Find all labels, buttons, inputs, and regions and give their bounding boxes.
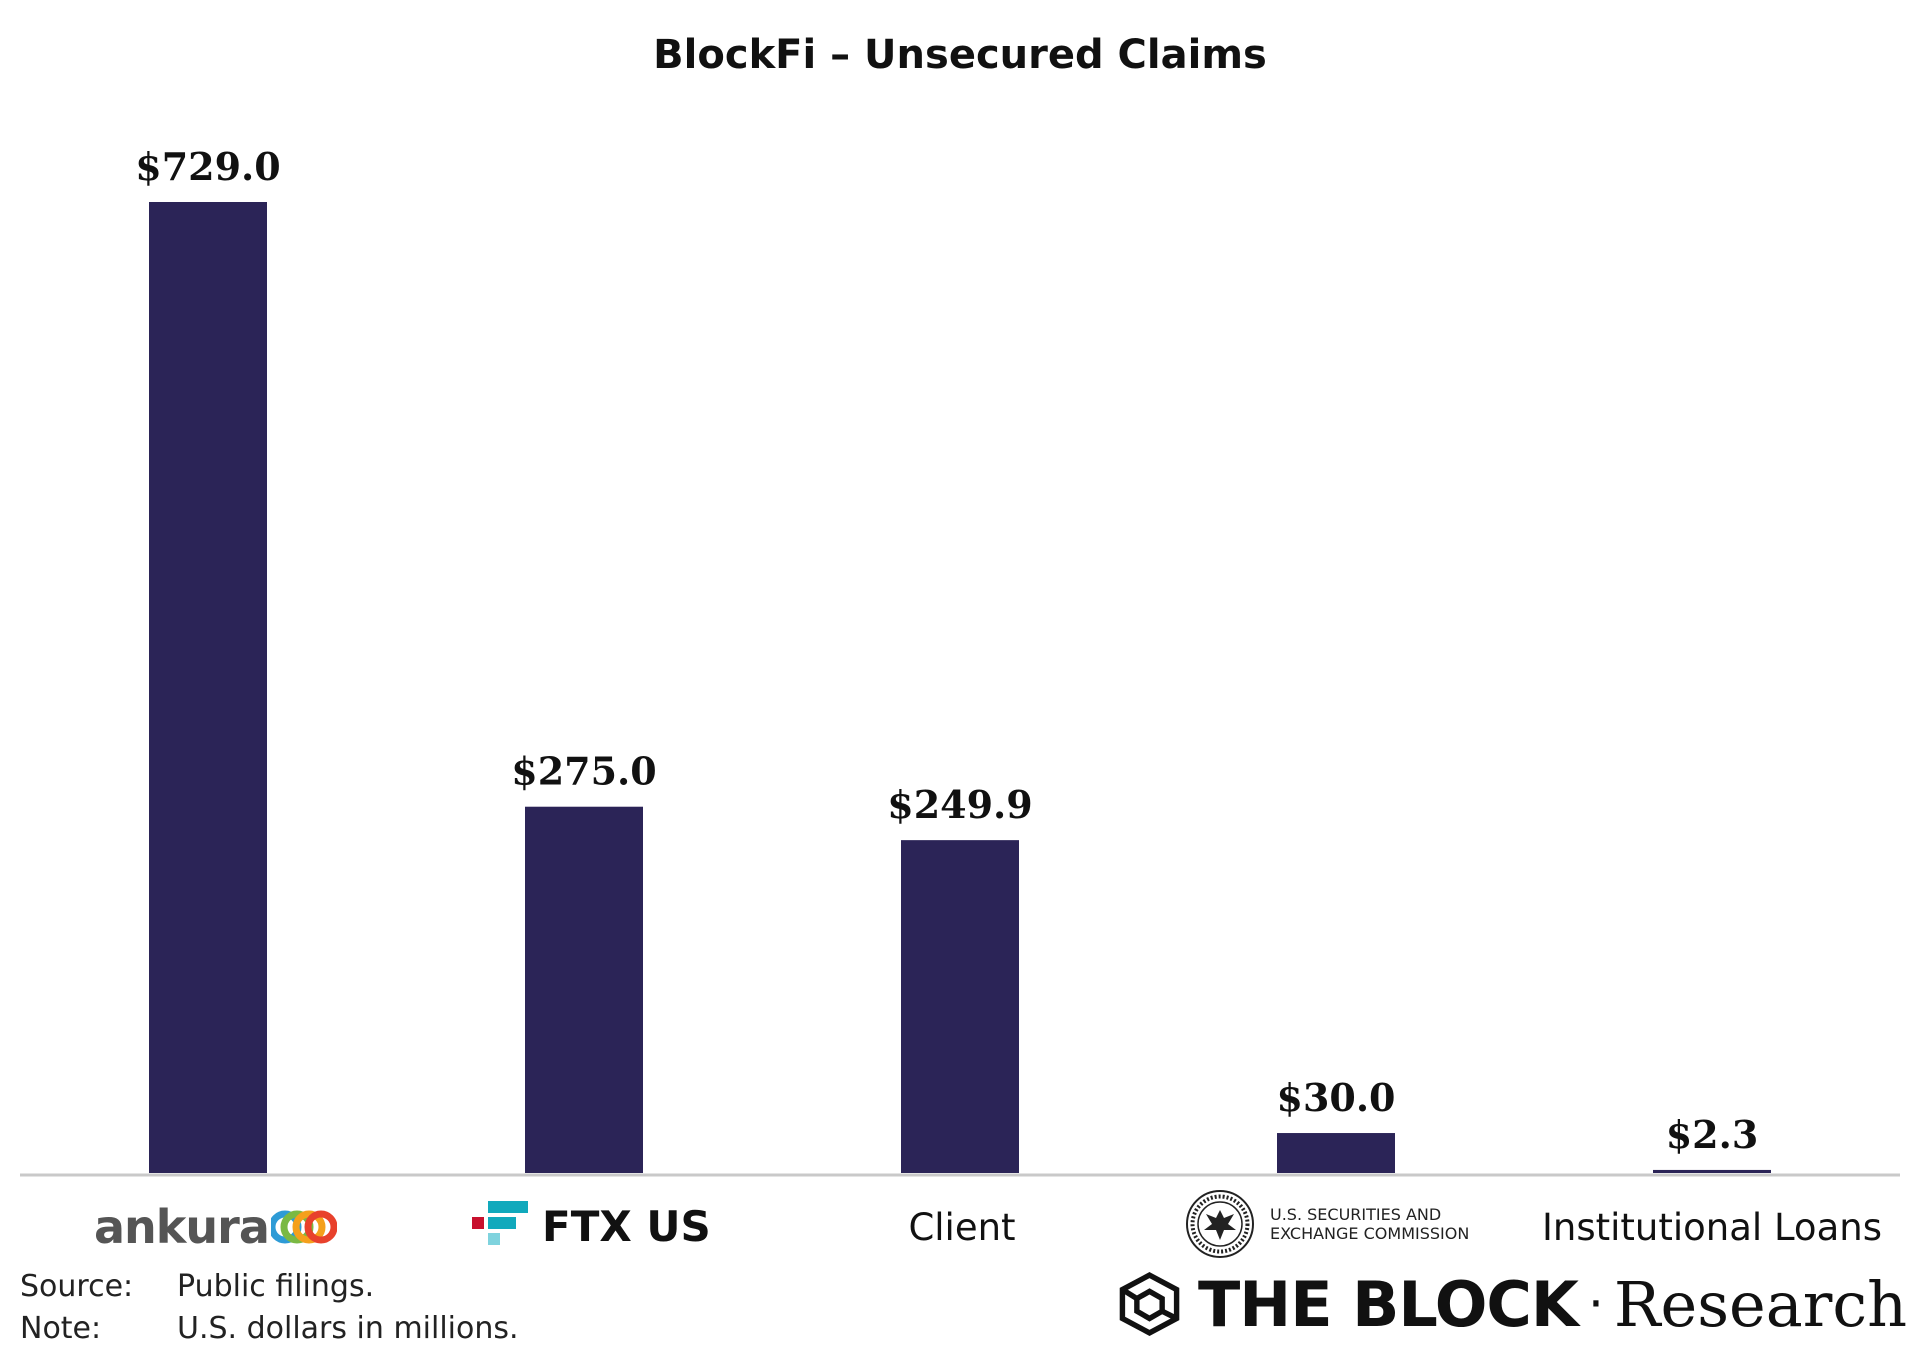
ankura-wordmark: ankura xyxy=(94,1200,270,1254)
category-label-institutional-loans: Institutional Loans xyxy=(1542,1206,1882,1249)
chart-title: BlockFi – Unsecured Claims xyxy=(653,32,1267,78)
data-label-ankura: $729.0 xyxy=(135,144,280,189)
brand-suffix: Research xyxy=(1613,1267,1907,1341)
sec-wordmark-line1: U.S. SECURITIES AND xyxy=(1270,1205,1442,1224)
sec-seal-icon xyxy=(1186,1190,1254,1258)
brand-logo: THE BLOCK · Research xyxy=(1117,1264,1907,1344)
data-label-institutional-loans: $2.3 xyxy=(1666,1112,1759,1157)
brand-name: THE BLOCK xyxy=(1198,1267,1579,1341)
the-block-cube-icon xyxy=(1119,1272,1180,1336)
bar-ftx-us xyxy=(525,806,643,1173)
note-value: U.S. dollars in millions. xyxy=(177,1311,519,1346)
bar-institutional-loans xyxy=(1653,1169,1771,1173)
ftx-icon xyxy=(472,1201,528,1245)
sec-wordmark: U.S. SECURITIES AND EXCHANGE COMMISSION xyxy=(1270,1205,1469,1243)
data-label-client: $249.9 xyxy=(887,782,1032,827)
category-logo-ankura: ankura xyxy=(94,1199,337,1255)
data-label-sec: $30.0 xyxy=(1277,1075,1396,1120)
note-key: Note: xyxy=(20,1311,102,1346)
bar-client xyxy=(901,840,1019,1173)
bar-ankura xyxy=(149,202,267,1173)
source-value: Public filings. xyxy=(177,1269,375,1304)
sec-wordmark-line2: EXCHANGE COMMISSION xyxy=(1270,1224,1470,1243)
category-logo-sec: U.S. SECURITIES AND EXCHANGE COMMISSION xyxy=(1184,1187,1469,1261)
ftx-wordmark: FTX US xyxy=(542,1201,711,1251)
source-key: Source: xyxy=(20,1269,134,1304)
data-label-ftx-us: $275.0 xyxy=(511,749,656,794)
source-notes: Source: Public filings. Note: U.S. dolla… xyxy=(20,1266,519,1350)
brand-separator: · xyxy=(1587,1275,1604,1333)
bar-sec xyxy=(1277,1133,1395,1173)
ankura-rings-icon xyxy=(270,1210,337,1244)
category-logo-ftx-us: FTX US xyxy=(470,1198,711,1254)
category-label-client: Client xyxy=(908,1206,1015,1249)
